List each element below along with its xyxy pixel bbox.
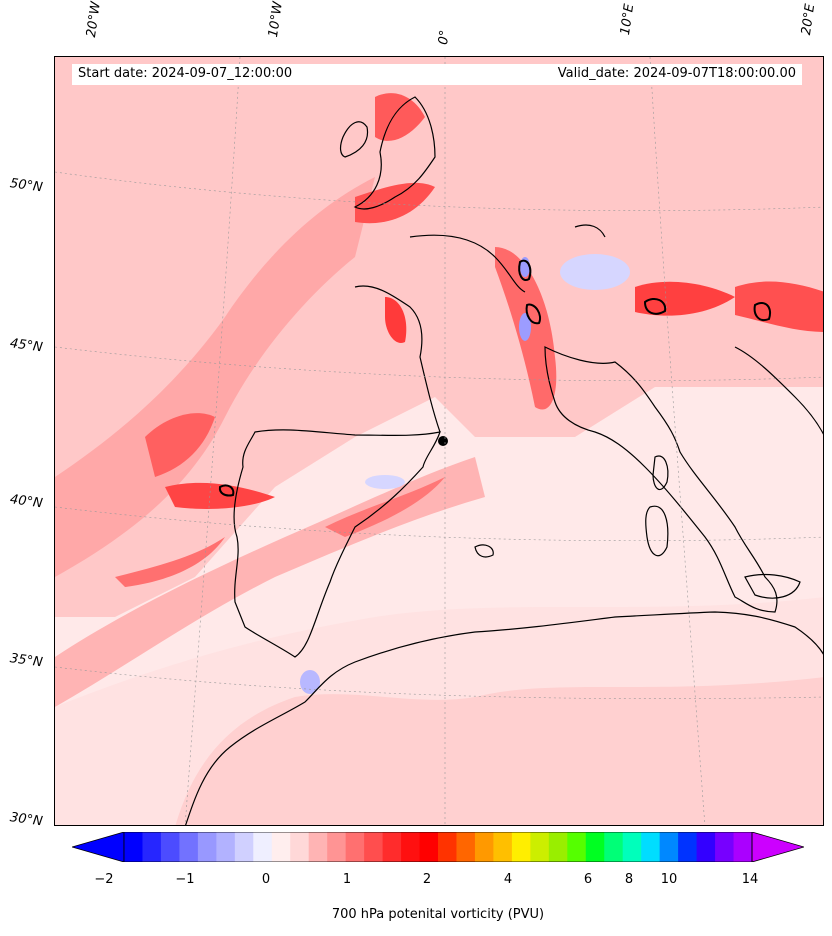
colorbar-swatch [364,832,384,862]
colorbar-swatch [271,832,291,862]
colorbar-swatch [142,832,162,862]
colorbar-tick: 14 [741,872,759,887]
lat-label-35n: 35°N [8,651,44,671]
colorbar-tick: 2 [422,872,432,887]
colorbar-swatch [641,832,661,862]
colorbar-swatch [345,832,365,862]
colorbar-swatch [511,832,531,862]
colorbar-tick: 4 [503,872,513,887]
colorbar-swatch [308,832,328,862]
colorbar-swatch [548,832,568,862]
colorbar-swatch [715,832,735,862]
colorbar-tick: 0 [261,872,271,887]
colorbar-swatch [401,832,421,862]
colorbar-tick: 10 [660,872,678,887]
colorbar-frame [123,832,753,862]
colorbar-swatch [696,832,716,862]
colorbar-swatch [216,832,236,862]
colorbar-tick: 6 [583,872,593,887]
colorbar-swatch [622,832,642,862]
lat-label-40n: 40°N [8,492,44,512]
colorbar-swatch [438,832,457,862]
colorbar-swatch [659,832,679,862]
colorbar-swatch [585,832,605,862]
colorbar-swatch [253,832,273,862]
colorbar-tick: −2 [94,872,114,887]
colorbar-swatch [604,832,624,862]
colorbar-tick: −1 [175,872,195,887]
colorbar-swatch [197,832,217,862]
colorbar-max-arrow [751,832,804,862]
lat-label-30n: 30°N [8,810,44,830]
lat-label-45n: 45°N [8,336,44,356]
colorbar-swatch [419,832,439,862]
colorbar-min-arrow [72,832,125,862]
title-box: Start date: 2024-09-07_12:00:00 Valid_da… [72,64,802,85]
colorbar-tick: 1 [342,872,352,887]
start-date-label: Start date: 2024-09-07_12:00:00 [78,66,293,81]
colorbar-tick: 8 [624,872,634,887]
colorbar-swatch [474,832,494,862]
colorbar-label: 700 hPa potenital vorticity (PVU) [331,907,545,922]
colorbar-swatch [678,832,698,862]
map-panel [54,56,824,826]
valid-date-label: Valid_date: 2024-09-07T18:00:00.00 [557,66,796,81]
colorbar-swatch [493,832,513,862]
colorbar-swatch [179,832,199,862]
lon-label-20e: 20°E [799,2,819,37]
colorbar-swatch [456,832,476,862]
lon-label-0: 0° [435,29,453,46]
colorbar-swatch [160,832,180,862]
colorbar-swatch [382,832,402,862]
colorbar-swatch [530,832,550,862]
colorbar-swatch [234,832,254,862]
lon-label-10e: 10°E [618,2,638,37]
lon-label-10w: 10°W [266,0,286,39]
colorbar-swatch [290,832,310,862]
colorbar-swatch [567,832,587,862]
colorbar-swatch [733,832,753,862]
colorbar-swatch [327,832,347,862]
colorbar [72,832,804,862]
lon-label-20w: 20°W [84,0,104,39]
colorbar-swatch [124,832,143,862]
lat-label-50n: 50°N [8,176,44,196]
pv-map [55,57,823,825]
